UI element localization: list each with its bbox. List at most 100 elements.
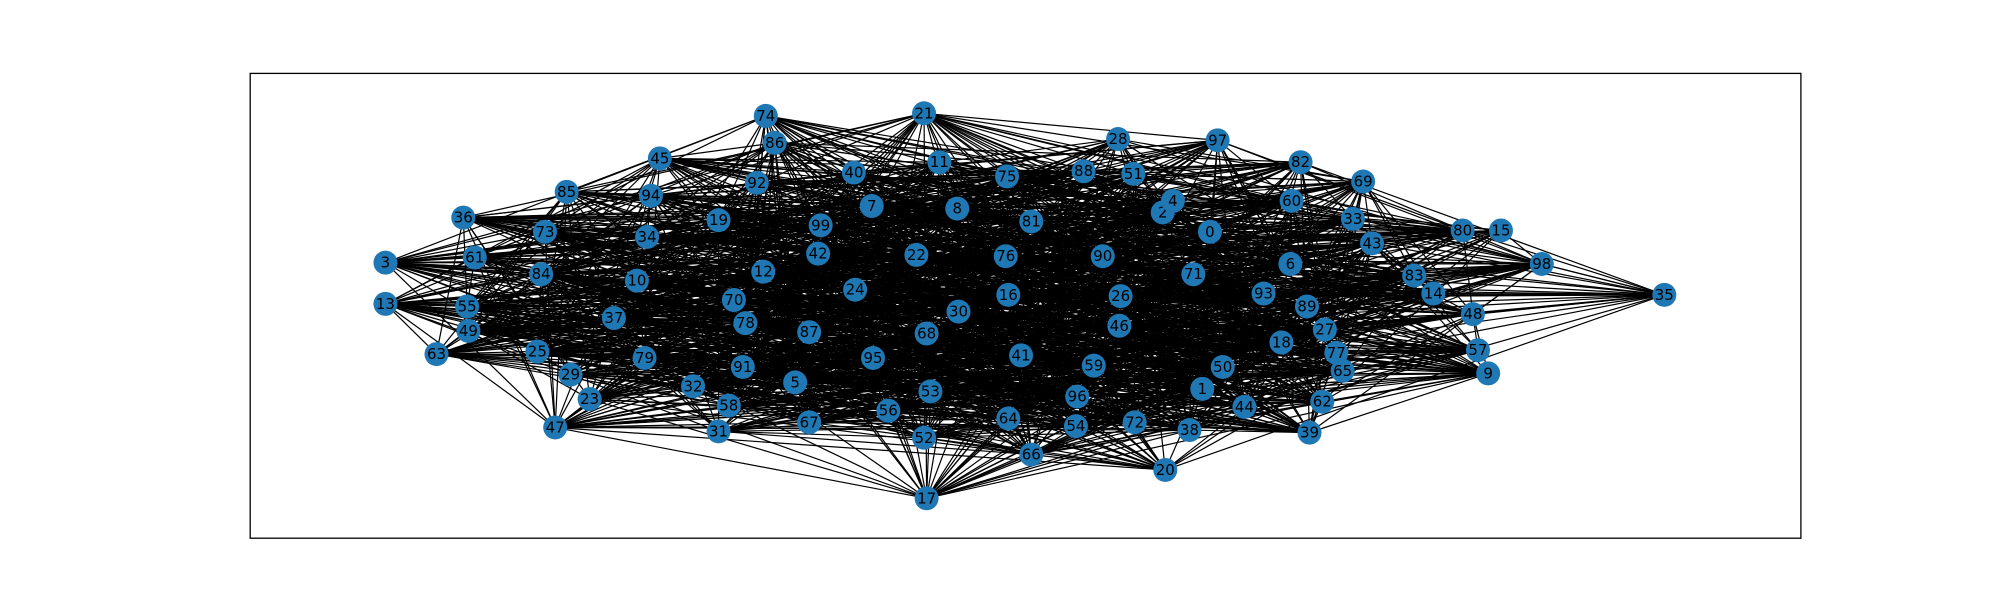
node xyxy=(797,410,822,435)
node-label: 59 xyxy=(1084,357,1103,375)
edge xyxy=(644,357,1135,423)
edge xyxy=(809,417,1009,423)
node xyxy=(1402,263,1427,288)
node-label: 17 xyxy=(917,489,936,507)
edge xyxy=(466,191,568,307)
node xyxy=(1160,188,1185,213)
edge xyxy=(1134,274,1194,423)
node-label: 61 xyxy=(465,249,484,267)
edge xyxy=(474,229,1463,259)
node xyxy=(1460,302,1485,327)
node-label: 43 xyxy=(1363,234,1382,252)
node-label: 20 xyxy=(1156,461,1175,479)
node xyxy=(946,299,971,324)
node-group: 70 xyxy=(721,288,746,312)
node-label: 38 xyxy=(1180,421,1199,439)
edge xyxy=(650,195,821,226)
node xyxy=(1190,376,1215,401)
node-group: 30 xyxy=(946,299,971,324)
node-group: 42 xyxy=(806,241,831,266)
edge xyxy=(733,142,776,301)
node-group: 77 xyxy=(1324,340,1349,365)
node-group: 75 xyxy=(995,164,1020,189)
node-label: 42 xyxy=(809,245,828,263)
node xyxy=(808,213,833,238)
node xyxy=(753,103,778,128)
edge xyxy=(765,115,1542,265)
edge xyxy=(1031,401,1323,456)
edge xyxy=(436,142,776,355)
node-group: 44 xyxy=(1232,394,1257,419)
edge xyxy=(718,430,925,439)
edge xyxy=(650,182,757,197)
node-label: 80 xyxy=(1453,221,1472,239)
node-label: 21 xyxy=(915,104,934,122)
node xyxy=(543,415,568,440)
node-label: 76 xyxy=(996,247,1015,265)
edge xyxy=(774,142,1136,423)
edge xyxy=(1077,263,1542,398)
edge xyxy=(644,255,1103,359)
edge xyxy=(467,273,1194,308)
node xyxy=(1652,282,1677,307)
edge xyxy=(1342,349,1479,372)
node xyxy=(577,387,602,412)
node-label: 88 xyxy=(1074,162,1093,180)
node xyxy=(914,486,939,511)
edge xyxy=(742,220,1032,368)
node-label: 81 xyxy=(1022,212,1041,230)
node xyxy=(1312,317,1337,342)
edge xyxy=(1193,273,1415,277)
node-label: 55 xyxy=(458,297,477,315)
edge xyxy=(1217,139,1293,202)
edge xyxy=(436,173,1134,355)
node xyxy=(1421,281,1446,306)
node-group: 53 xyxy=(918,379,943,404)
node-label: 7 xyxy=(867,197,877,215)
node xyxy=(1294,294,1319,319)
edge xyxy=(923,255,1007,439)
edge xyxy=(541,273,1135,423)
node-group: 25 xyxy=(525,339,550,364)
edge xyxy=(809,421,1166,471)
node-label: 0 xyxy=(1205,223,1215,241)
node-label: 62 xyxy=(1313,393,1332,411)
node xyxy=(876,398,901,423)
edge xyxy=(650,195,1463,232)
node-group: 4 xyxy=(1160,188,1185,213)
node-label: 97 xyxy=(1208,131,1227,149)
node-group: 37 xyxy=(601,306,626,331)
node-label: 37 xyxy=(604,309,623,327)
node xyxy=(912,101,937,126)
node xyxy=(927,150,952,175)
node-group: 27 xyxy=(1312,317,1337,342)
edge xyxy=(808,139,1218,423)
node xyxy=(1106,127,1131,152)
edge xyxy=(1006,175,1323,403)
edge xyxy=(659,157,1463,232)
edge xyxy=(554,331,810,429)
edge xyxy=(926,453,1032,499)
edge xyxy=(1262,162,1302,294)
node xyxy=(721,288,746,312)
edge xyxy=(474,256,925,439)
node-label: 27 xyxy=(1315,321,1334,339)
node-group: 13 xyxy=(373,291,398,316)
node-label: 58 xyxy=(719,397,738,415)
edge xyxy=(718,430,1032,456)
node-group: 45 xyxy=(647,146,672,171)
edge xyxy=(1083,170,1292,202)
edge xyxy=(728,404,810,423)
node-group: 78 xyxy=(733,311,758,336)
edge xyxy=(774,142,1103,257)
edge xyxy=(926,242,1373,499)
node-group: 33 xyxy=(1340,206,1365,231)
edge xyxy=(385,303,556,428)
node-label: 79 xyxy=(635,349,654,367)
node-label: 40 xyxy=(844,164,863,182)
node xyxy=(1009,343,1034,368)
node-label: 30 xyxy=(949,303,968,321)
node-label: 48 xyxy=(1463,305,1482,323)
node-label: 47 xyxy=(546,418,565,436)
